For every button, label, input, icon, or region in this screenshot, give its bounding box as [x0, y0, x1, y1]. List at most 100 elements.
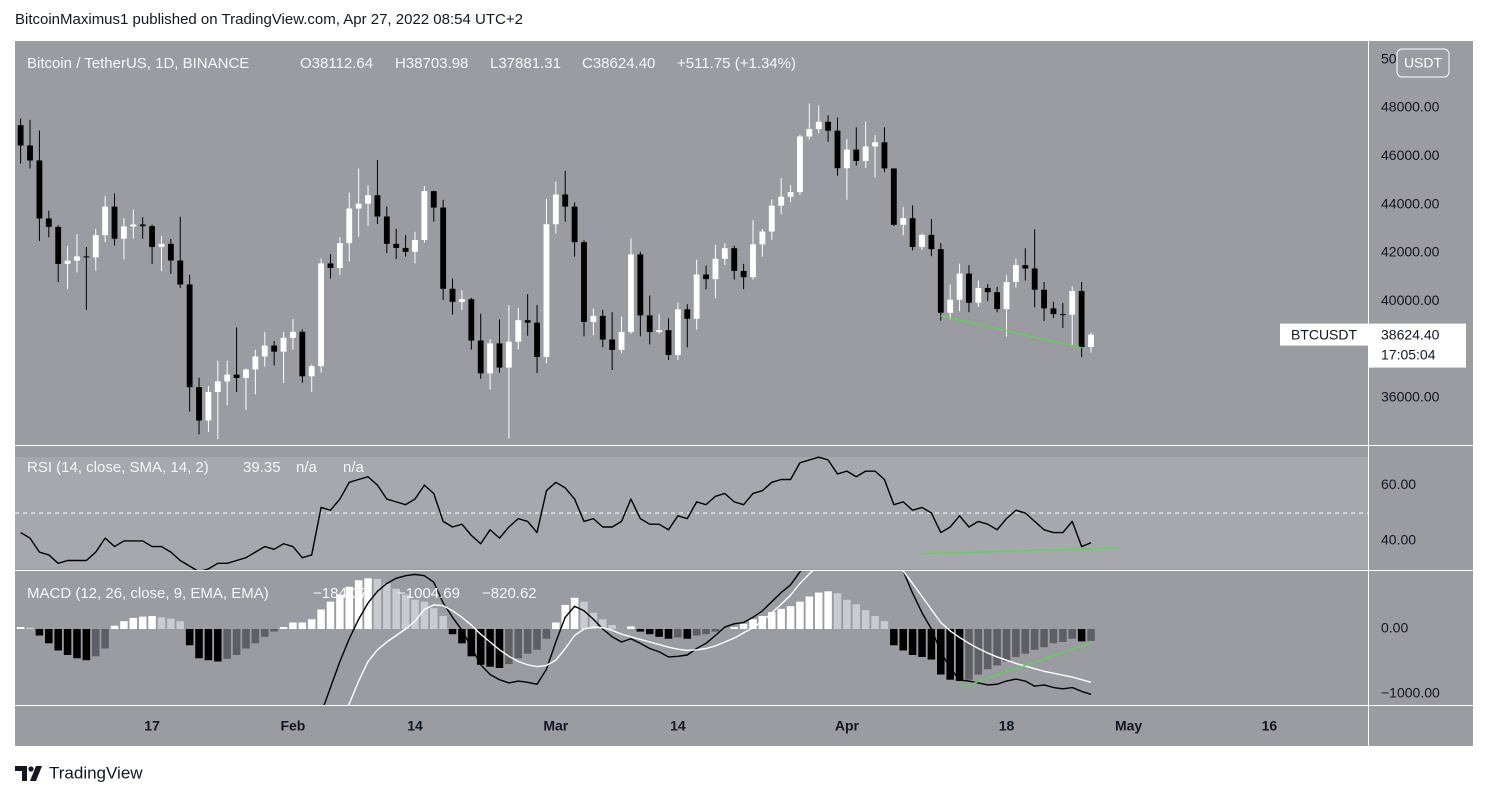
rsi-line [20, 456, 1092, 570]
x-tick-label: Mar [543, 718, 568, 734]
macd-histogram-bar [739, 623, 748, 629]
candle-body [186, 284, 193, 388]
candle-body [327, 263, 334, 269]
price-tag-label: 38624.40 [1381, 326, 1440, 342]
logo-mark [30, 766, 42, 781]
macd-histogram-bar [674, 628, 682, 638]
macd-histogram-bar [636, 628, 645, 632]
candle-body [430, 191, 437, 208]
macd-histogram-bar [279, 627, 288, 629]
candle-body [1078, 290, 1085, 348]
candle-body [731, 248, 738, 271]
candle-body [505, 341, 512, 368]
macd-histogram-bar [1030, 628, 1039, 650]
tradingview-logo [15, 766, 42, 781]
macd-legend-value: −1004.69 [397, 585, 460, 602]
candle-body [834, 130, 841, 169]
macd-histogram-bar [683, 628, 692, 639]
candle-body [1003, 282, 1010, 310]
currency-label[interactable]: USDT [1404, 55, 1443, 71]
macd-histogram-bar [101, 628, 109, 649]
macd-histogram-bar [711, 628, 720, 632]
macd-histogram-bar [758, 615, 767, 629]
candle-body [280, 337, 287, 352]
candle-body [562, 194, 569, 207]
macd-histogram-bar [514, 628, 523, 659]
macd-histogram-bar [505, 628, 513, 665]
macd-histogram-bar [1049, 628, 1058, 644]
macd-histogram-bar [542, 628, 551, 639]
candle-body [712, 258, 719, 280]
macd-histogram-bar [1059, 628, 1067, 642]
macd-histogram-bar [392, 588, 400, 629]
macd-histogram-bar [214, 628, 222, 662]
logo-mark [28, 766, 34, 772]
candle-body [975, 288, 982, 303]
trend-line [940, 315, 1082, 349]
macd-histogram-bar [54, 628, 62, 651]
macd-pane [16, 571, 1095, 705]
rsi-pane [20, 456, 1120, 570]
candle-body [759, 231, 766, 245]
macd-histogram-bar [880, 621, 889, 629]
candle-body [233, 374, 240, 378]
x-tick-label: May [1115, 718, 1142, 734]
macd-histogram-bar [336, 594, 344, 629]
macd-histogram-bar [251, 628, 260, 644]
candle-body [149, 226, 155, 247]
candle-body [862, 146, 869, 161]
candle-body [402, 247, 409, 252]
macd-histogram-bar [467, 628, 476, 657]
macd-histogram-bar [955, 628, 964, 682]
candle-body [534, 322, 540, 357]
candle-body [412, 239, 418, 252]
macd-histogram-bar [552, 622, 560, 629]
macd-histogram-bar [91, 628, 100, 657]
macd-histogram-bar [1087, 628, 1095, 641]
macd-histogram-bar [289, 622, 297, 629]
candle-body [665, 330, 672, 356]
currency-badge[interactable] [1396, 48, 1450, 78]
macd-histogram-bar [223, 628, 231, 659]
macd-histogram-bar [495, 628, 504, 669]
candle-body [36, 160, 43, 219]
signal-line [347, 571, 1092, 705]
candle-body [346, 208, 353, 244]
macd-histogram-bar [796, 601, 804, 629]
x-tick-label: 17 [144, 718, 160, 734]
macd-histogram-bar [35, 628, 44, 636]
candle-body [703, 274, 709, 280]
macd-histogram-bar [232, 628, 241, 656]
candle-body [750, 244, 756, 278]
macd-histogram-bar [777, 608, 785, 629]
macd-histogram-bar [824, 591, 832, 629]
rsi-legend-value: n/a [296, 459, 318, 476]
macd-histogram-bar [993, 628, 1001, 666]
candle-body [487, 343, 494, 374]
macd-histogram-bar [439, 615, 447, 629]
macd-histogram-bar [1077, 628, 1086, 642]
candle-body [243, 369, 249, 378]
candle-body [853, 149, 860, 161]
macd-histogram-bar [261, 628, 269, 637]
candle-body [609, 339, 616, 350]
x-tick-label: Feb [280, 718, 305, 734]
macd-histogram-bar [176, 621, 185, 629]
open-legend: O38112.64 [300, 55, 373, 72]
x-tick-label: 18 [999, 718, 1015, 734]
candle-body [618, 332, 625, 350]
low-legend: L37881.31 [490, 55, 561, 72]
macd-title: MACD (12, 26, close, 9, EMA, EMA) [27, 585, 269, 602]
macd-histogram-bar [448, 628, 457, 635]
candle-body [374, 195, 381, 217]
macd-histogram-bar [345, 586, 354, 629]
macd-histogram-bar [852, 604, 861, 629]
macd-histogram-bar [627, 626, 635, 629]
candle-body [336, 243, 343, 269]
price-pane [17, 103, 1094, 440]
candle-body [290, 331, 296, 338]
candle-body [224, 374, 231, 382]
candle-body [909, 218, 916, 247]
high-legend: H38703.98 [395, 55, 468, 72]
